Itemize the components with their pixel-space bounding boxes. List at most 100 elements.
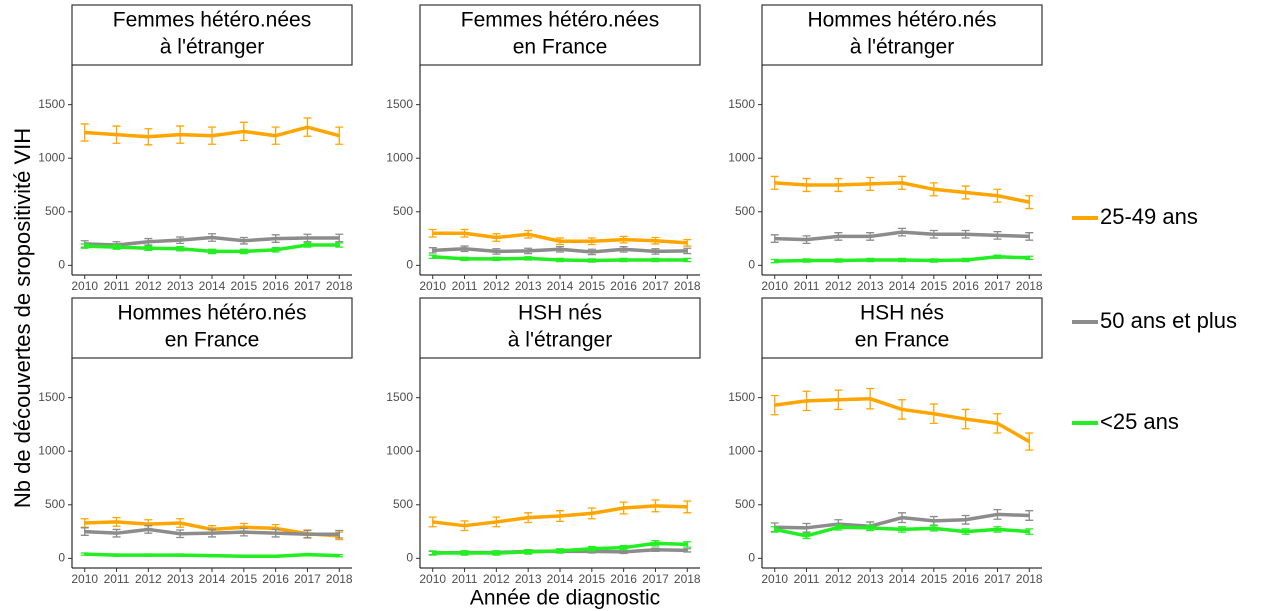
error-bar [587, 507, 596, 520]
error-bar [208, 248, 216, 255]
x-tick-label: 2014 [889, 279, 916, 293]
y-tick-label: 500 [735, 204, 755, 218]
x-tick-label: 2011 [104, 279, 130, 293]
x-tick-label: 2018 [1016, 279, 1043, 293]
error-bar [112, 125, 121, 144]
x-tick-label: 2017 [294, 572, 321, 586]
error-bar [303, 242, 312, 248]
error-bar [239, 248, 248, 255]
x-tick-label: 2012 [135, 572, 162, 586]
legend-label: 50 ans et plus [1100, 308, 1237, 333]
error-bar [802, 390, 811, 412]
y-tick-label: 1000 [728, 150, 755, 164]
error-bar [651, 499, 660, 513]
legend-label: <25 ans [1100, 409, 1179, 434]
strip [71, 4, 353, 66]
error-bar [271, 234, 280, 243]
y-tick-label: 500 [393, 497, 413, 511]
error-bar [587, 545, 596, 552]
error-bar [271, 528, 280, 538]
error-bar [898, 257, 906, 263]
error-bar [619, 257, 628, 263]
error-bar [961, 408, 970, 430]
x-tick-label: 2012 [135, 279, 162, 293]
error-bar [556, 548, 564, 554]
panel-title: Hommes hétéro.nés [807, 9, 996, 32]
x-tick-label: 2017 [294, 279, 321, 293]
x-tick-label: 2012 [483, 279, 510, 293]
error-bar [428, 228, 437, 238]
x-tick-label: 2014 [889, 572, 916, 586]
x-tick-label: 2010 [71, 572, 98, 586]
x-tick-label: 2014 [199, 572, 226, 586]
error-bar [929, 229, 938, 239]
x-tick-label: 2011 [794, 572, 820, 586]
y-tick-label: 0 [406, 258, 413, 272]
error-bar [176, 236, 185, 245]
error-bar [556, 257, 564, 263]
x-axis-label: Année de diagnostic [470, 587, 660, 610]
error-bar [802, 532, 811, 540]
error-bar [239, 554, 248, 558]
x-tick-label: 2010 [419, 279, 446, 293]
x-tick-label: 2013 [515, 572, 542, 586]
error-bar [898, 526, 906, 533]
x-tick-label: 2015 [920, 279, 947, 293]
error-bar [112, 553, 121, 557]
error-bar [428, 550, 437, 556]
error-bar [1025, 195, 1034, 210]
error-bar [208, 553, 216, 558]
strip [761, 4, 1043, 66]
error-bar [335, 126, 344, 145]
error-bar [335, 242, 344, 248]
error-bar [556, 245, 564, 253]
x-tick-label: 2018 [674, 279, 701, 293]
panel-title: à l'étranger [160, 36, 264, 59]
error-bar [866, 257, 875, 263]
error-bar [802, 235, 811, 245]
x-tick-label: 2017 [984, 279, 1011, 293]
panel-title: HSH nés [518, 302, 602, 325]
error-bar [144, 128, 153, 146]
error-bar [993, 508, 1002, 520]
x-tick-label: 2012 [825, 572, 852, 586]
error-bar [929, 182, 938, 197]
x-tick-label: 2010 [71, 279, 98, 293]
error-bar [524, 256, 533, 261]
x-tick-label: 2018 [674, 572, 701, 586]
error-bar [683, 548, 692, 553]
error-bar [492, 248, 501, 255]
y-tick-label: 0 [58, 551, 65, 565]
x-tick-label: 2014 [547, 572, 574, 586]
error-bar [271, 247, 280, 253]
panel-title: en France [513, 36, 608, 59]
error-bar [524, 229, 533, 239]
error-bar [80, 552, 89, 556]
x-tick-label: 2016 [262, 279, 289, 293]
error-bar [802, 177, 811, 193]
error-bar [303, 117, 312, 137]
y-tick-label: 500 [393, 204, 413, 218]
error-bar [834, 258, 843, 263]
error-bar [683, 500, 692, 514]
x-tick-label: 2017 [642, 572, 669, 586]
error-bar [961, 257, 970, 263]
error-bar [460, 520, 469, 532]
error-bar [866, 524, 875, 532]
error-bar [898, 399, 906, 420]
error-bar [1025, 232, 1034, 241]
error-bar [460, 550, 469, 556]
x-tick-label: 2018 [326, 279, 353, 293]
panel-title: Hommes hétéro.nés [117, 302, 306, 325]
y-tick-label: 1500 [386, 390, 413, 404]
strip [419, 297, 701, 359]
error-bar [651, 236, 660, 245]
error-bar [651, 547, 660, 553]
x-tick-label: 2011 [452, 279, 478, 293]
error-bar [492, 256, 501, 262]
x-tick-label: 2013 [167, 572, 194, 586]
y-tick-label: 1500 [38, 97, 65, 111]
error-bar [866, 232, 875, 241]
error-bar [80, 123, 89, 142]
